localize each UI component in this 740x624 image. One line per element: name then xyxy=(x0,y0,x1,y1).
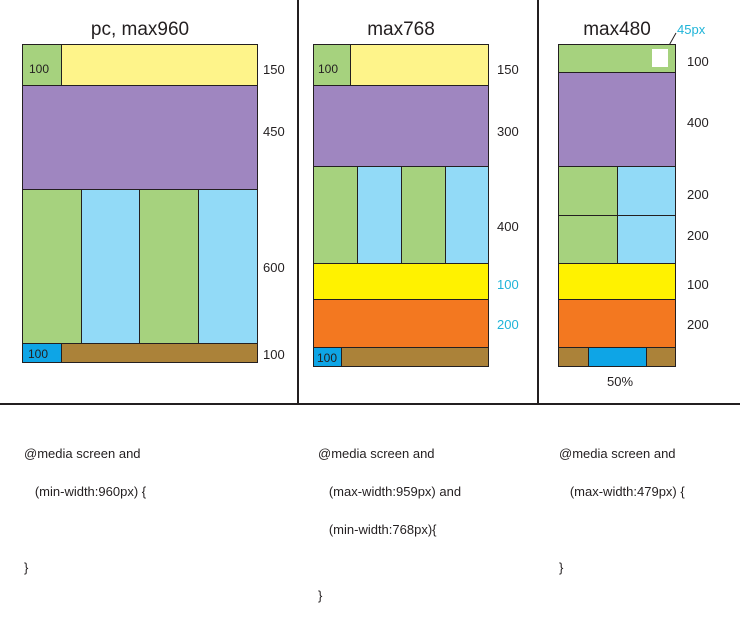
code-tablet-line-3: (min-width:768px){ xyxy=(318,522,437,537)
code-mobile-line-3 xyxy=(559,520,685,539)
tablet-header-logo-label: 100 xyxy=(318,62,339,76)
tablet-col-2 xyxy=(357,166,402,264)
tablet-footer-bar xyxy=(341,347,489,367)
code-tablet-line-4 xyxy=(318,558,461,567)
tablet-footer-logo-label: 100 xyxy=(317,351,338,365)
separator-1 xyxy=(297,0,299,403)
pc-title: pc, max960 xyxy=(90,19,190,40)
pc-header-logo-label: 100 xyxy=(29,62,50,76)
code-tablet: @media screen and (max-width:959px) and … xyxy=(318,425,461,624)
code-pc-line-4: } xyxy=(24,560,29,575)
separator-2 xyxy=(537,0,539,403)
tablet-footer-logo: 100 xyxy=(313,347,342,367)
code-tablet-line-1: @media screen and xyxy=(318,446,435,461)
mobile-label-orange: 200 xyxy=(687,317,709,332)
mobile-label-header: 100 xyxy=(687,54,709,69)
separator-horizontal xyxy=(0,403,740,405)
mobile-footer-percent: 50% xyxy=(607,374,634,389)
pc-col-2 xyxy=(81,189,140,344)
code-pc-line-2: (min-width:960px) { xyxy=(24,484,147,499)
mobile-grid-4 xyxy=(617,215,676,264)
tablet-col-4 xyxy=(445,166,489,264)
code-tablet-line-5: } xyxy=(318,588,323,603)
code-tablet-line-2: (max-width:959px) and xyxy=(318,484,462,499)
pc-main xyxy=(22,85,258,190)
mobile-header-box xyxy=(652,49,668,67)
pc-footer-logo: 100 xyxy=(22,343,62,363)
mobile-grid-3 xyxy=(558,215,618,264)
pc-header-logo: 100 xyxy=(22,44,62,86)
pc-col-1 xyxy=(22,189,82,344)
tablet-yellow-row xyxy=(313,263,489,300)
code-mobile-line-2: (max-width:479px) { xyxy=(559,484,685,499)
code-pc-line-1: @media screen and xyxy=(24,446,141,461)
tablet-label-header: 150 xyxy=(497,62,519,77)
mobile-label-yellow: 100 xyxy=(687,277,709,292)
mobile-footer-center xyxy=(588,347,647,367)
tablet-label-grid: 400 xyxy=(497,219,519,234)
mobile-yellow-row xyxy=(558,263,676,300)
code-mobile: @media screen and (max-width:479px) { } xyxy=(559,425,685,596)
pc-footer-bar xyxy=(61,343,258,363)
tablet-col-1 xyxy=(313,166,358,264)
pc-label-grid: 600 xyxy=(263,260,285,275)
mobile-orange-row xyxy=(558,299,676,348)
tablet-col-3 xyxy=(401,166,446,264)
mobile-label-grid2: 200 xyxy=(687,228,709,243)
tablet-header-logo: 100 xyxy=(313,44,351,86)
code-pc-line-3 xyxy=(24,520,146,539)
pc-footer-logo-label: 100 xyxy=(28,347,49,361)
tablet-title: max768 xyxy=(367,19,435,40)
pc-label-footer: 100 xyxy=(263,347,285,362)
code-mobile-line-1: @media screen and xyxy=(559,446,676,461)
pc-label-main: 450 xyxy=(263,124,285,139)
tablet-label-orange: 200 xyxy=(497,317,519,332)
mobile-title: max480 xyxy=(583,19,651,40)
mobile-main xyxy=(558,72,676,167)
mobile-grid-1 xyxy=(558,166,618,216)
pc-label-header: 150 xyxy=(263,62,285,77)
tablet-orange-row xyxy=(313,299,489,348)
mobile-label-main: 400 xyxy=(687,115,709,130)
tablet-label-yellow: 100 xyxy=(497,277,519,292)
mobile-label-grid1: 200 xyxy=(687,187,709,202)
mobile-box-size-label: 45px xyxy=(677,22,706,37)
pc-header-bar xyxy=(61,44,258,86)
code-pc: @media screen and (min-width:960px) { } xyxy=(24,425,146,596)
pc-col-3 xyxy=(139,189,199,344)
code-mobile-line-4: } xyxy=(559,560,564,575)
tablet-main xyxy=(313,85,489,167)
pc-col-4 xyxy=(198,189,258,344)
mobile-grid-2 xyxy=(617,166,676,216)
tablet-label-main: 300 xyxy=(497,124,519,139)
tablet-header-bar xyxy=(350,44,489,86)
